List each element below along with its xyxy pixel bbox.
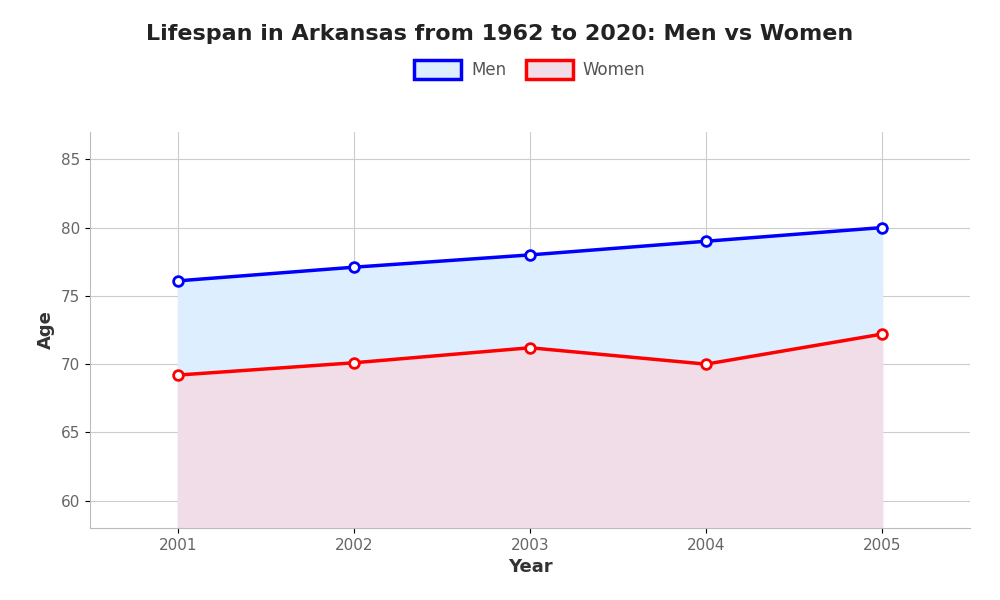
X-axis label: Year: Year <box>508 558 552 576</box>
Y-axis label: Age: Age <box>37 311 55 349</box>
Legend: Men, Women: Men, Women <box>408 53 652 86</box>
Text: Lifespan in Arkansas from 1962 to 2020: Men vs Women: Lifespan in Arkansas from 1962 to 2020: … <box>146 24 854 44</box>
